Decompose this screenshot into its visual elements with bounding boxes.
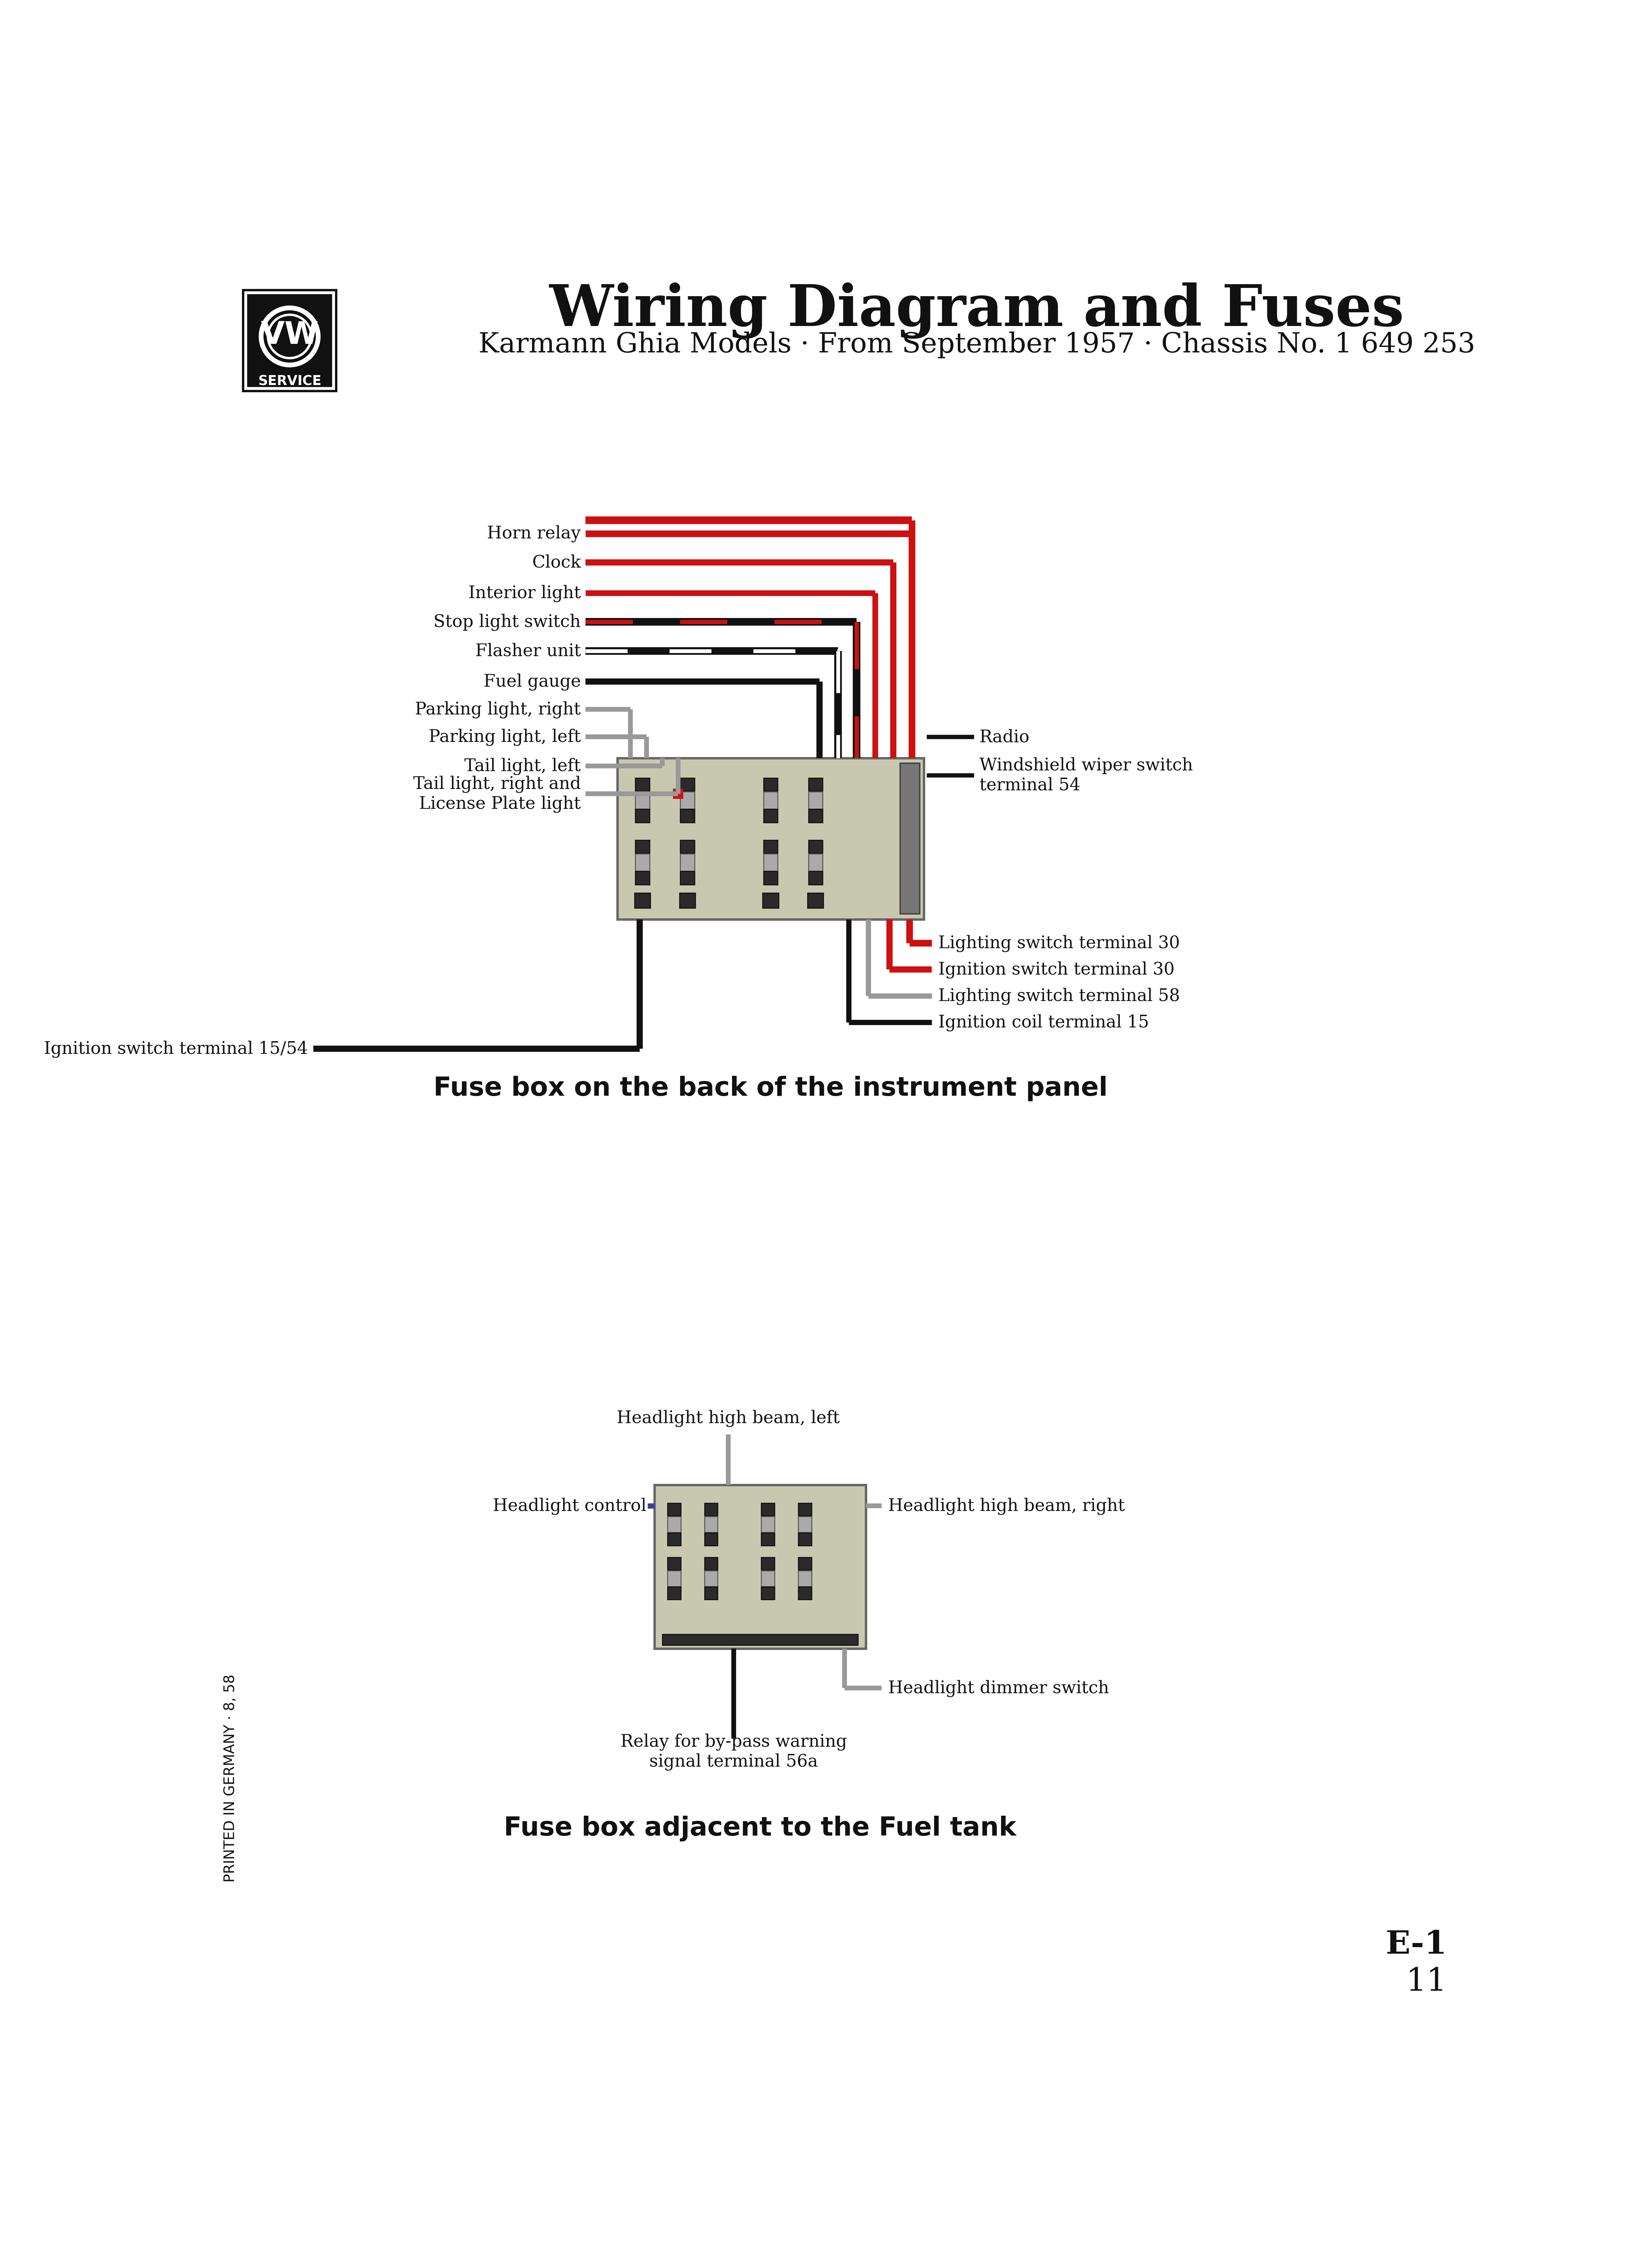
Bar: [635, 810, 650, 823]
Text: Ignition switch terminal 30: Ignition switch terminal 30: [939, 962, 1175, 978]
Text: Interior light: Interior light: [469, 585, 581, 601]
Text: Stop light switch: Stop light switch: [434, 615, 581, 631]
Bar: [799, 1558, 812, 1569]
Bar: [705, 1517, 718, 1533]
Text: Wiring Diagram and Fuses: Wiring Diagram and Fuses: [549, 281, 1404, 338]
Text: Horn relay: Horn relay: [487, 526, 581, 542]
Text: Radio: Radio: [980, 728, 1030, 746]
Bar: [705, 1504, 718, 1515]
Bar: [899, 764, 921, 914]
Bar: [764, 855, 777, 871]
Bar: [673, 789, 683, 798]
Bar: [762, 894, 779, 909]
Bar: [761, 1517, 774, 1533]
Bar: [761, 1572, 774, 1588]
Bar: [705, 1588, 718, 1599]
Bar: [764, 778, 777, 792]
Bar: [668, 1558, 681, 1569]
Bar: [799, 1572, 812, 1588]
Bar: [246, 293, 333, 388]
Bar: [808, 792, 823, 810]
Bar: [799, 1504, 812, 1515]
Bar: [635, 855, 650, 871]
Bar: [668, 1533, 681, 1545]
Text: E-1: E-1: [1386, 1930, 1447, 1960]
Bar: [635, 839, 650, 853]
Text: Headlight control: Headlight control: [493, 1497, 647, 1515]
Bar: [808, 778, 823, 792]
Bar: [635, 871, 650, 885]
Bar: [764, 871, 777, 885]
Bar: [761, 1588, 774, 1599]
Text: SERVICE: SERVICE: [257, 374, 322, 388]
Text: PRINTED IN GERMANY · 8, 58: PRINTED IN GERMANY · 8, 58: [223, 1674, 238, 1882]
Bar: [705, 1533, 718, 1545]
Text: Windshield wiper switch
terminal 54: Windshield wiper switch terminal 54: [980, 758, 1193, 794]
Bar: [668, 1517, 681, 1533]
Text: Clock: Clock: [531, 553, 581, 572]
Bar: [662, 1635, 858, 1644]
Bar: [705, 1572, 718, 1588]
Bar: [761, 1558, 774, 1569]
Bar: [764, 839, 777, 853]
Text: Lighting switch terminal 30: Lighting switch terminal 30: [939, 934, 1180, 953]
Text: VW: VW: [261, 320, 318, 349]
Bar: [655, 1486, 866, 1649]
Bar: [635, 792, 650, 810]
Text: Fuel gauge: Fuel gauge: [483, 674, 581, 689]
Text: Fuse box adjacent to the Fuel tank: Fuse box adjacent to the Fuel tank: [503, 1814, 1016, 1842]
Text: Headlight high beam, right: Headlight high beam, right: [888, 1497, 1125, 1515]
Bar: [680, 855, 695, 871]
Bar: [764, 792, 777, 810]
Circle shape: [261, 308, 318, 365]
Bar: [680, 894, 695, 909]
Bar: [761, 1533, 774, 1545]
Bar: [680, 810, 695, 823]
Text: Headlight high beam, left: Headlight high beam, left: [617, 1411, 840, 1427]
Text: Flasher unit: Flasher unit: [475, 642, 581, 660]
Text: Tail light, left: Tail light, left: [464, 758, 581, 776]
Bar: [808, 810, 823, 823]
Text: Karmann Ghia Models · From September 1957 · Chassis No. 1 649 253: Karmann Ghia Models · From September 195…: [478, 331, 1475, 358]
Bar: [668, 1572, 681, 1588]
Circle shape: [267, 315, 312, 358]
Bar: [705, 1558, 718, 1569]
Bar: [680, 792, 695, 810]
Text: 11: 11: [1406, 1966, 1447, 1996]
Bar: [808, 871, 823, 885]
Bar: [617, 758, 924, 919]
Bar: [761, 1504, 774, 1515]
Text: Parking light, right: Parking light, right: [416, 701, 581, 719]
Bar: [799, 1517, 812, 1533]
Bar: [680, 871, 695, 885]
Text: Tail light, right and
License Plate light: Tail light, right and License Plate ligh…: [412, 776, 581, 812]
Text: Ignition switch terminal 15/54: Ignition switch terminal 15/54: [45, 1041, 309, 1057]
Bar: [635, 894, 650, 909]
Bar: [680, 839, 695, 853]
Bar: [799, 1588, 812, 1599]
Bar: [668, 1504, 681, 1515]
Bar: [799, 1533, 812, 1545]
Text: Headlight dimmer switch: Headlight dimmer switch: [888, 1681, 1109, 1696]
Bar: [808, 839, 823, 853]
Bar: [680, 778, 695, 792]
Bar: [808, 855, 823, 871]
Text: Lighting switch terminal 58: Lighting switch terminal 58: [939, 987, 1180, 1005]
Bar: [668, 1588, 681, 1599]
Bar: [243, 290, 337, 392]
Text: Relay for by-pass warning
signal terminal 56a: Relay for by-pass warning signal termina…: [620, 1733, 846, 1769]
Text: Ignition coil terminal 15: Ignition coil terminal 15: [939, 1014, 1148, 1032]
Bar: [764, 810, 777, 823]
Text: Fuse box on the back of the instrument panel: Fuse box on the back of the instrument p…: [434, 1075, 1107, 1102]
Bar: [807, 894, 823, 909]
Text: Parking light, left: Parking light, left: [429, 728, 581, 746]
Bar: [635, 778, 650, 792]
